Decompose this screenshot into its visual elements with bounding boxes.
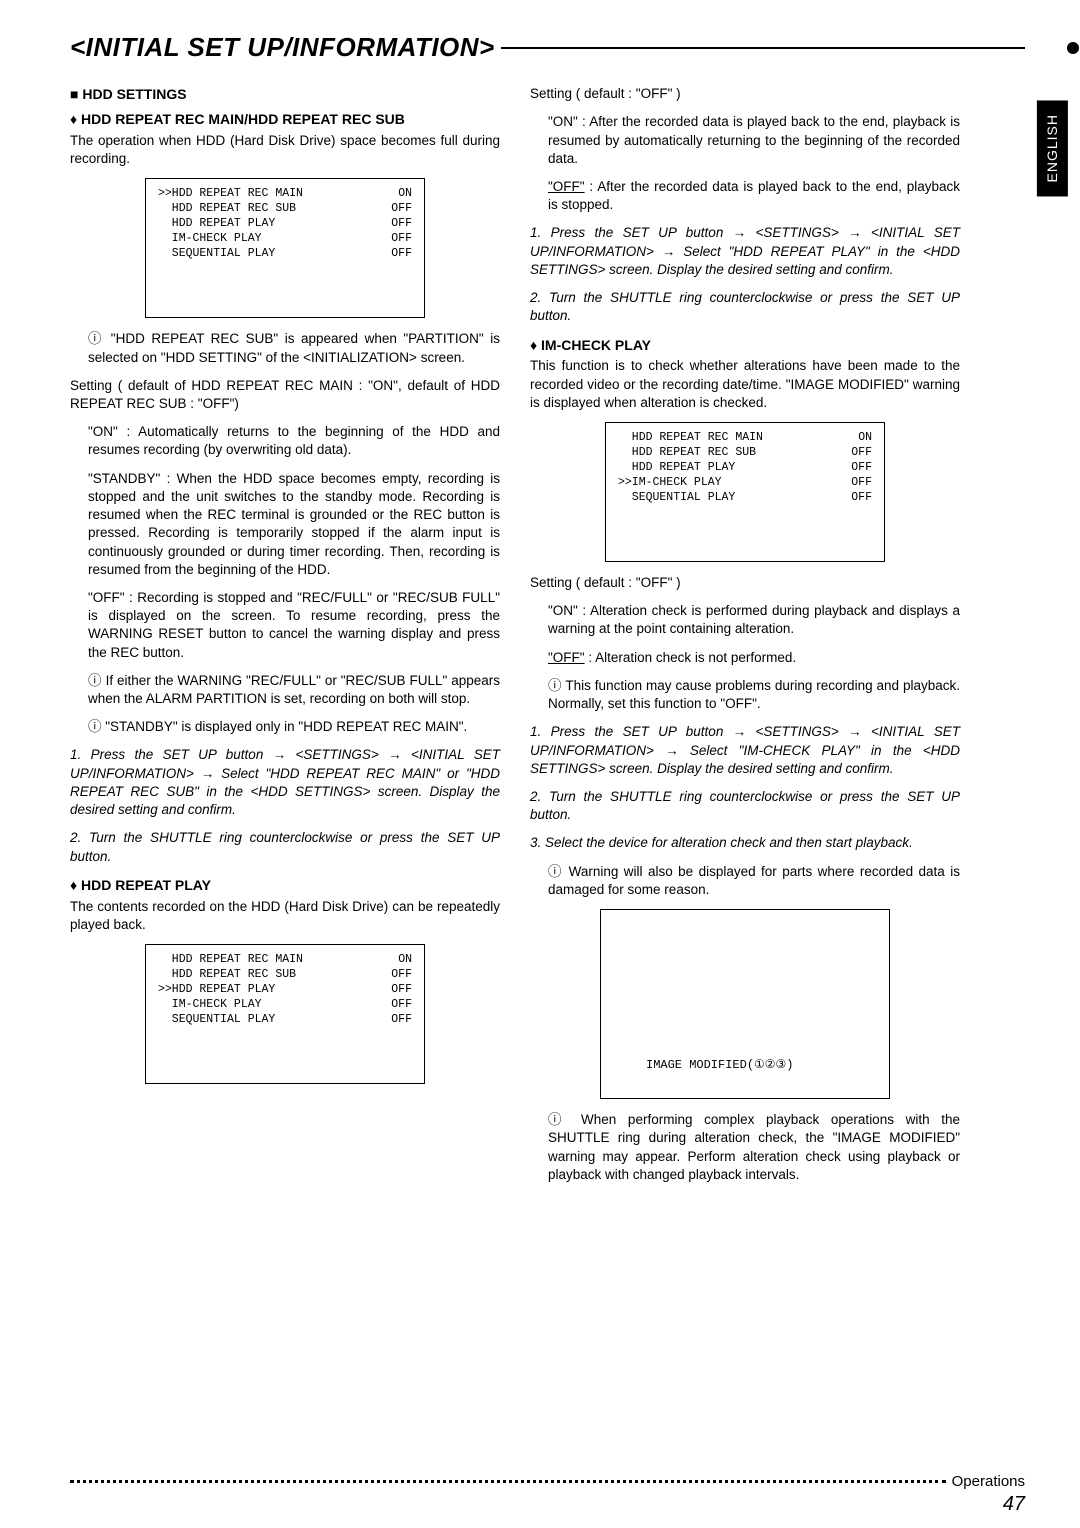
note: "STANDBY" is displayed only in "HDD REPE… bbox=[88, 718, 500, 736]
image-modified-box: IMAGE MODIFIED(①②③) bbox=[600, 909, 890, 1099]
off-rest: : Alteration check is not performed. bbox=[585, 650, 797, 665]
title-dot-icon bbox=[1067, 42, 1079, 54]
screen-hdd-settings-2: HDD REPEAT REC MAINON HDD REPEAT REC SUB… bbox=[145, 944, 425, 1084]
content-columns: HDD SETTINGS HDD REPEAT REC MAIN/HDD REP… bbox=[70, 85, 1025, 1194]
para: Setting ( default : "OFF" ) bbox=[530, 574, 960, 592]
step: 2. Turn the SHUTTLE ring counterclockwis… bbox=[530, 788, 960, 824]
page-title: <INITIAL SET UP/INFORMATION> bbox=[70, 30, 495, 65]
note: If either the WARNING "REC/FULL" or "REC… bbox=[88, 672, 500, 708]
setting-on: "ON" : Automatically returns to the begi… bbox=[88, 423, 500, 459]
image-modified-text: IMAGE MODIFIED(①②③) bbox=[646, 1057, 794, 1073]
footer-dots bbox=[70, 1480, 946, 1483]
note: This function may cause problems during … bbox=[548, 677, 960, 713]
language-tab: ENGLISH bbox=[1037, 100, 1068, 196]
off-rest: : After the recorded data is played back… bbox=[548, 179, 960, 212]
setting-standby: "STANDBY" : When the HDD space becomes e… bbox=[88, 470, 500, 579]
para: Setting ( default : "OFF" ) bbox=[530, 85, 960, 103]
page-number: 47 bbox=[1003, 1491, 1025, 1518]
para: This function is to check whether altera… bbox=[530, 357, 960, 412]
note: "HDD REPEAT REC SUB" is appeared when "P… bbox=[88, 330, 500, 366]
off-label: "OFF" bbox=[548, 179, 585, 194]
step: 2. Turn the SHUTTLE ring counterclockwis… bbox=[530, 289, 960, 325]
setting-off: "OFF" : After the recorded data is playe… bbox=[548, 178, 960, 214]
step: 1. Press the SET UP button → <SETTINGS> … bbox=[530, 723, 960, 778]
page-title-row: <INITIAL SET UP/INFORMATION> bbox=[70, 30, 1025, 65]
setting-on: "ON" : After the recorded data is played… bbox=[548, 113, 960, 168]
step: 1. Press the SET UP button → <SETTINGS> … bbox=[70, 746, 500, 819]
screen-hdd-settings-1: >>HDD REPEAT REC MAINON HDD REPEAT REC S… bbox=[145, 178, 425, 318]
right-column: Setting ( default : "OFF" ) "ON" : After… bbox=[530, 85, 960, 1194]
off-label: "OFF" bbox=[548, 650, 585, 665]
para: Setting ( default of HDD REPEAT REC MAIN… bbox=[70, 377, 500, 413]
screen-hdd-settings-3: HDD REPEAT REC MAINON HDD REPEAT REC SUB… bbox=[605, 422, 885, 562]
sub-hdd-repeat-rec: HDD REPEAT REC MAIN/HDD REPEAT REC SUB bbox=[70, 110, 500, 129]
setting-off: "OFF" : Recording is stopped and "REC/FU… bbox=[88, 589, 500, 662]
section-hdd-settings: HDD SETTINGS bbox=[70, 85, 500, 104]
left-column: HDD SETTINGS HDD REPEAT REC MAIN/HDD REP… bbox=[70, 85, 500, 1194]
step: 2. Turn the SHUTTLE ring counterclockwis… bbox=[70, 829, 500, 865]
step: 1. Press the SET UP button → <SETTINGS> … bbox=[530, 224, 960, 279]
sub-hdd-repeat-play: HDD REPEAT PLAY bbox=[70, 876, 500, 895]
note: Warning will also be displayed for parts… bbox=[548, 863, 960, 899]
para: The operation when HDD (Hard Disk Drive)… bbox=[70, 132, 500, 168]
setting-on: "ON" : Alteration check is performed dur… bbox=[548, 602, 960, 638]
step: 3. Select the device for alteration chec… bbox=[530, 834, 960, 852]
para: The contents recorded on the HDD (Hard D… bbox=[70, 898, 500, 934]
footer: Operations bbox=[70, 1472, 1025, 1492]
title-rule bbox=[501, 47, 1025, 49]
note: When performing complex playback operati… bbox=[548, 1111, 960, 1184]
setting-off: "OFF" : Alteration check is not performe… bbox=[548, 649, 960, 667]
footer-label: Operations bbox=[952, 1472, 1025, 1492]
sub-im-check-play: IM-CHECK PLAY bbox=[530, 336, 960, 355]
